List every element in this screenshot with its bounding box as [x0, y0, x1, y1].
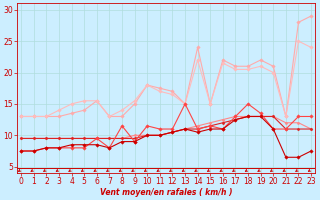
X-axis label: Vent moyen/en rafales ( km/h ): Vent moyen/en rafales ( km/h ) — [100, 188, 232, 197]
